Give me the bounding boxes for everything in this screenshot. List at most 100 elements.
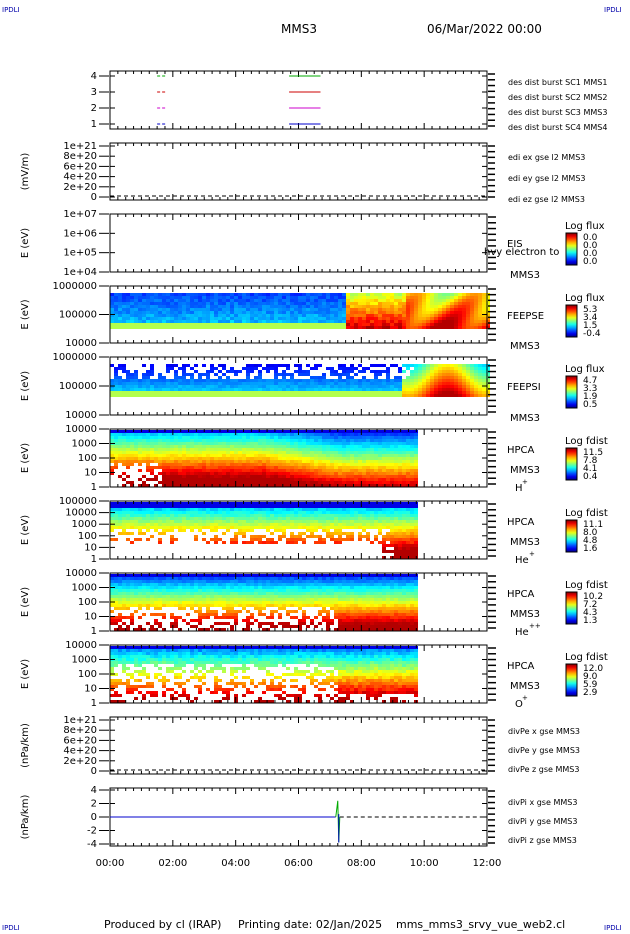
feepse-cell [138,311,142,314]
feepse-cell [122,302,126,305]
hpca_hepp-cell [278,604,282,607]
hpca_he-cell [162,526,166,529]
hpca_h-cell [282,439,286,442]
hpca_h-cell [406,478,410,481]
feepse-cell [218,293,222,296]
hpca_h-cell [286,433,290,436]
hpca_h-cell [310,436,314,439]
hpca_h-cell [174,463,178,466]
feepse-cell [254,320,258,323]
hpca_h-cell [394,463,398,466]
hpca_h-cell [374,454,378,457]
hpca_he-cell [158,541,162,544]
feepse-cell [118,317,122,320]
hpca_h-cell [414,469,418,472]
hpca_he-cell [218,514,222,517]
hpca_h-cell [370,460,374,463]
feepsi-cell [234,385,238,388]
hpca_h-cell [206,433,210,436]
hpca_h-cell [202,433,206,436]
hpca_h-cell [394,445,398,448]
hpca_he-cell [130,508,134,511]
hpca_he-cell [290,508,294,511]
hpca_h-cell [302,472,306,475]
feepse-cell [434,317,438,320]
feepsi-cell [330,382,334,385]
hpca_h-cell [110,466,114,469]
feepsi-cell [274,370,278,373]
feepse-cell [230,317,234,320]
hpca_he-cell [178,529,182,532]
hpca_he-cell [258,535,262,538]
feepsi-cell [278,394,282,397]
feepsi-cell [406,376,410,379]
hpca_h-cell [294,484,298,487]
feepsi-cell [434,385,438,388]
hpca_hepp-cell [202,586,206,589]
hpca_h-cell [190,466,194,469]
hpca_he-cell [150,526,154,529]
hpca_hepp-cell [146,589,150,592]
hpca_h-cell [142,448,146,451]
feepse-cell [266,323,270,326]
feepsi-cell [218,379,222,382]
hpca_h-cell [138,454,142,457]
hpca_he-cell [198,517,202,520]
hpca_he-cell [302,514,306,517]
hpca_hepp-cell [150,583,154,586]
hpca_h-cell [378,433,382,436]
feepse-cell [370,296,374,299]
feepse-cell [130,314,134,317]
hpca_he-cell [154,511,158,514]
hpca_he-cell [350,538,354,541]
feepse-cell [354,293,358,296]
feepsi-cell [242,382,246,385]
feepse-cell [122,314,126,317]
feepse-cell [370,311,374,314]
feepse-cell [346,326,350,329]
feepse-cell [150,308,154,311]
feepsi-cell [454,364,458,367]
feepsi-cell [134,373,138,376]
hpca_h-cell [182,481,186,484]
hpca_hepp-cell [170,589,174,592]
hpca_he-cell [250,514,254,517]
hpca_h-cell [346,445,350,448]
hpca_he-cell [246,529,250,532]
feepse-cell [394,302,398,305]
feepse-cell [198,293,202,296]
hpca_h-cell [162,466,166,469]
hpca_he-cell [382,520,386,523]
hpca_h-cell [398,457,402,460]
feepse-cell [382,323,386,326]
hpca_h-cell [206,448,210,451]
hpca_he-cell [126,508,130,511]
feepse-cell [226,323,230,326]
hpca_hepp-cell [206,589,210,592]
hpca_h-cell [406,460,410,463]
feepsi-cell [166,379,170,382]
hpca_h-cell [154,454,158,457]
feepse-cell [406,296,410,299]
hpca_he-cell [414,508,418,511]
feepse-cell [302,320,306,323]
feepse-cell [406,314,410,317]
hpca_h-cell [166,439,170,442]
feepse-cell [366,311,370,314]
hpca_he-cell [182,511,186,514]
feepse-cell [382,326,386,329]
hpca_he-cell [258,505,262,508]
feepsi-cell [334,382,338,385]
hpca_hepp-cell [142,580,146,583]
feepse-cell [310,302,314,305]
hpca_hepp-cell [178,616,182,619]
hpca_h-cell [254,481,258,484]
feepse-cell [214,311,218,314]
hpca_he-cell [242,520,246,523]
hpca_h-cell [206,466,210,469]
hpca_h-cell [338,484,342,487]
hpca_h-cell [158,448,162,451]
hpca_h-cell [262,433,266,436]
hpca_hepp-cell [214,613,218,616]
feepse-cell [330,305,334,308]
